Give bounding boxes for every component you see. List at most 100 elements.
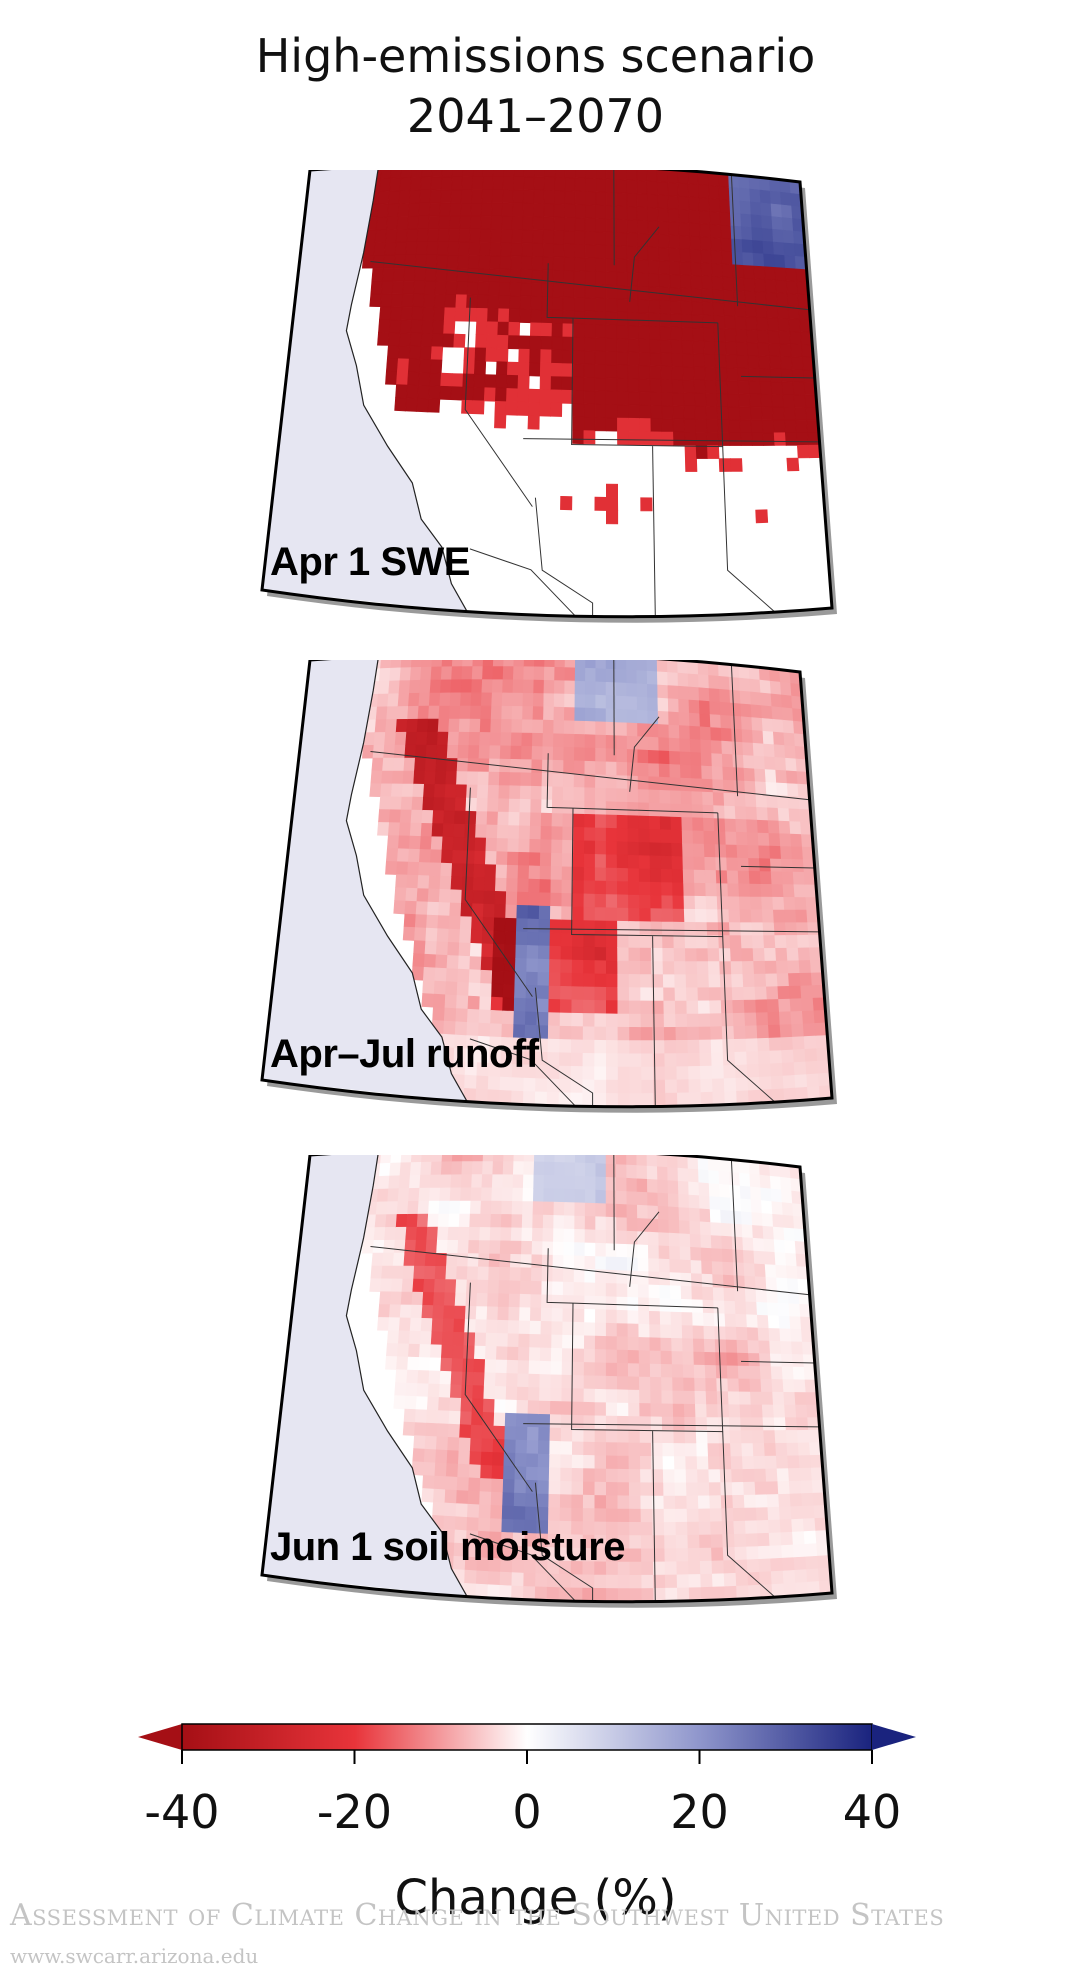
grid-cell [518, 1333, 531, 1348]
grid-cell [700, 739, 712, 754]
grid-cell [695, 922, 708, 936]
grid-cell [721, 753, 734, 768]
grid-cell [418, 1187, 431, 1202]
grid-cell [778, 1011, 792, 1026]
grid-cell [706, 419, 719, 433]
grid-cell [397, 1188, 410, 1202]
grid-cell [741, 961, 755, 975]
grid-cell [429, 1357, 442, 1372]
grid-cell [627, 1336, 640, 1351]
grid-cell [594, 1441, 607, 1457]
grid-cell [550, 1347, 563, 1363]
grid-cell [469, 1437, 483, 1453]
grid-cell [700, 1573, 714, 1588]
grid-cell [421, 1155, 433, 1163]
grid-cell [573, 826, 585, 842]
grid-cell [627, 1296, 639, 1312]
grid-cell [688, 209, 701, 225]
grid-cell [629, 1026, 642, 1041]
grid-cell [719, 701, 732, 717]
grid-cell [787, 960, 801, 974]
grid-cell [421, 993, 435, 1008]
grid-cell [627, 775, 639, 790]
grid-cell [434, 967, 448, 982]
grid-cell [584, 827, 596, 842]
grid-cell [456, 1266, 469, 1281]
grid-cell [801, 1505, 816, 1520]
grid-cell [605, 218, 617, 233]
grid-cell [640, 987, 653, 1002]
grid-cell [397, 693, 410, 707]
grid-cell [411, 796, 424, 811]
grid-cell [409, 1161, 422, 1176]
grid-cell [667, 685, 679, 700]
grid-cell [532, 203, 545, 218]
grid-cell [573, 773, 586, 789]
grid-cell [447, 731, 460, 746]
grid-cell [521, 1227, 533, 1242]
grid-cell [711, 1065, 725, 1080]
grid-cell [585, 660, 597, 669]
grid-cell [510, 1227, 523, 1242]
grid-cell [574, 1162, 586, 1177]
grid-cell [422, 1291, 435, 1306]
grid-cell [616, 1389, 629, 1404]
grid-cell [751, 1212, 764, 1227]
grid-cell [470, 929, 483, 945]
grid-cell [730, 225, 743, 240]
grid-cell [502, 1174, 514, 1189]
grid-cell [681, 1312, 694, 1327]
grid-cell [742, 1237, 755, 1252]
grid-cell [406, 228, 419, 243]
grid-cell [669, 764, 682, 779]
grid-cell [616, 1256, 628, 1272]
grid-cell [402, 770, 415, 785]
grid-cell [582, 1039, 596, 1054]
grid-cell [428, 705, 440, 720]
grid-cell [594, 350, 607, 366]
grid-cell [626, 722, 638, 737]
grid-cell [759, 1174, 772, 1190]
grid-cell [684, 445, 697, 459]
grid-cell [573, 1282, 586, 1297]
grid-cell [756, 819, 770, 834]
grid-cell [728, 432, 742, 446]
grid-cell [759, 1571, 773, 1586]
grid-cell [473, 850, 487, 865]
grid-cell [498, 295, 511, 310]
grid-cell [480, 1464, 493, 1480]
grid-cell [707, 961, 721, 976]
grid-cell [769, 1340, 782, 1355]
grid-cell [739, 677, 751, 693]
grid-cell [686, 1495, 699, 1510]
grid-cell [667, 1155, 679, 1169]
grid-cell [792, 871, 806, 886]
grid-cell [766, 304, 779, 319]
grid-cell [550, 866, 563, 881]
map-frame [260, 1155, 834, 1604]
grid-cell [584, 1322, 596, 1337]
grid-cell [767, 1302, 780, 1317]
grid-cell [616, 245, 628, 260]
grid-cell [732, 754, 745, 769]
grid-cell [390, 1155, 402, 1164]
grid-cell [740, 935, 754, 949]
grid-cell [660, 352, 673, 367]
grid-cell [527, 1413, 540, 1428]
grid-cell [461, 876, 475, 891]
grid-cell [639, 1442, 652, 1457]
grid-cell [563, 760, 575, 775]
grid-cell [423, 1448, 437, 1464]
grid-cell [462, 1345, 476, 1360]
grid-cell [444, 784, 457, 799]
grid-cell [689, 1233, 702, 1249]
grid-cell [781, 1544, 795, 1559]
grid-cell [594, 1455, 607, 1470]
state-border [370, 751, 810, 801]
grid-cell [774, 267, 787, 282]
grid-cell [799, 972, 813, 987]
grid-cell [640, 1482, 653, 1497]
grid-cell [551, 839, 563, 854]
grid-cell [691, 314, 704, 329]
grid-cell [639, 921, 652, 936]
